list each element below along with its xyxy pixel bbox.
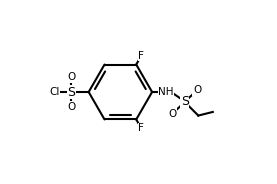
Text: O: O	[67, 72, 76, 82]
Text: O: O	[193, 85, 201, 95]
Text: S: S	[67, 86, 75, 98]
Text: F: F	[138, 123, 144, 133]
Text: S: S	[181, 95, 189, 108]
Text: NH: NH	[158, 87, 173, 97]
Text: Cl: Cl	[49, 87, 60, 97]
Text: O: O	[67, 102, 76, 112]
Text: O: O	[168, 109, 176, 119]
Text: F: F	[138, 51, 144, 61]
